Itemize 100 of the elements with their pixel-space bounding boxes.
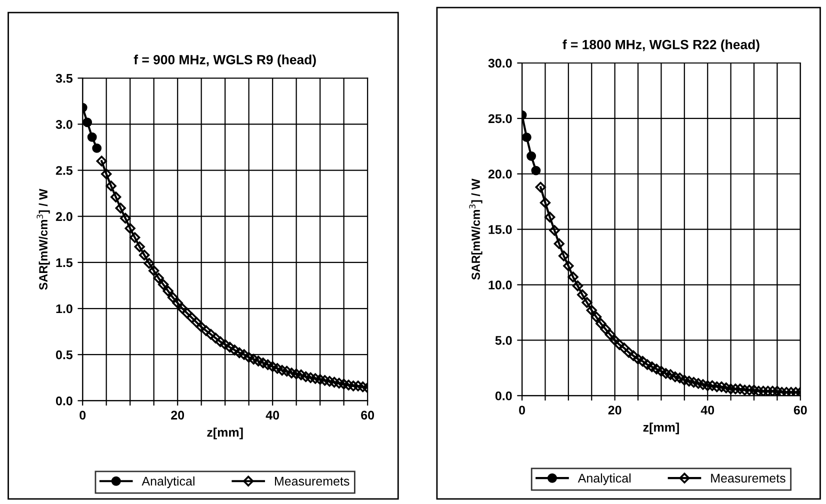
point <box>600 324 611 334</box>
point <box>110 192 122 202</box>
point <box>716 381 727 392</box>
point <box>115 202 126 214</box>
point <box>674 372 686 384</box>
point <box>177 303 188 314</box>
point <box>762 386 774 396</box>
point <box>651 364 662 374</box>
y-tick-label: 1.5 <box>56 258 73 268</box>
point <box>632 354 644 364</box>
y-tick-label: 5.0 <box>495 336 512 345</box>
y-tick-label: 0.5 <box>56 350 73 360</box>
legend-label: Analytical <box>142 476 194 488</box>
y-tick-label: 20.0 <box>488 170 512 179</box>
point <box>168 292 178 303</box>
y-tick-label: 2.0 <box>56 212 72 222</box>
point <box>92 143 102 153</box>
point <box>604 329 616 340</box>
legend-label: Measuremets <box>275 476 350 486</box>
point <box>148 265 160 276</box>
legend-label: Analytical <box>578 473 631 486</box>
point <box>786 386 796 396</box>
point <box>238 349 250 360</box>
point <box>781 386 792 396</box>
point <box>101 168 112 180</box>
point <box>348 380 359 392</box>
point <box>272 363 283 374</box>
point <box>329 376 340 388</box>
point <box>568 272 578 282</box>
y-tick-label: 30.0 <box>488 58 512 68</box>
point <box>656 366 667 377</box>
point <box>139 250 150 260</box>
point <box>563 260 574 272</box>
y-tick-label: 10.0 <box>488 280 512 290</box>
point <box>182 308 192 318</box>
x-tick-label: 60 <box>361 410 374 420</box>
y-axis-title: SAR[mW/cm$^{3}$] / W <box>469 178 482 280</box>
point <box>706 380 718 391</box>
point <box>637 356 648 367</box>
point <box>693 378 704 389</box>
y-tick-label: 25.0 <box>488 114 512 124</box>
point <box>665 369 676 380</box>
point <box>526 151 536 161</box>
point <box>535 182 546 193</box>
point <box>291 368 302 380</box>
point <box>590 312 602 322</box>
chart-title: f = 900 MHz, WGLS R9 (head) <box>134 54 316 67</box>
point <box>720 382 732 394</box>
point <box>186 312 198 324</box>
point <box>522 132 532 142</box>
point <box>267 361 278 372</box>
point <box>609 334 620 346</box>
point <box>670 371 680 382</box>
x-tick-label: 60 <box>794 406 807 415</box>
point <box>338 378 350 390</box>
point <box>96 156 107 166</box>
x-axis-title: z[mm] <box>207 428 243 440</box>
point <box>544 212 556 222</box>
y-tick-label: 15.0 <box>488 225 512 234</box>
point <box>220 339 230 350</box>
x-tick-label: 0 <box>80 410 86 420</box>
point <box>215 336 226 348</box>
x-tick-label: 20 <box>171 410 184 420</box>
point <box>596 318 606 329</box>
x-tick-label: 40 <box>266 410 280 420</box>
point <box>248 354 259 365</box>
point <box>623 347 634 358</box>
point <box>124 223 136 234</box>
y-axis-title: SAR[mW/cm$^{3}$] / W <box>36 188 50 290</box>
legend-label: Measuremets <box>711 474 786 483</box>
point <box>753 386 764 396</box>
point <box>582 297 592 308</box>
point <box>310 373 321 384</box>
point <box>554 238 564 250</box>
y-tick-label: 2.5 <box>56 166 73 175</box>
x-axis-title: z[mm] <box>643 422 679 434</box>
point <box>531 166 541 176</box>
y-tick-label: 3.0 <box>56 120 72 129</box>
point <box>776 386 788 396</box>
point <box>684 376 694 387</box>
point <box>767 386 778 396</box>
point <box>646 361 658 372</box>
point <box>734 384 746 394</box>
point <box>144 258 154 269</box>
point <box>153 272 164 284</box>
point <box>120 212 131 224</box>
point <box>324 376 335 387</box>
point <box>82 118 92 128</box>
point <box>618 342 630 354</box>
point <box>586 304 597 316</box>
point <box>314 374 326 385</box>
x-tick-label: 0 <box>519 406 525 415</box>
x-tick-label: 20 <box>608 406 622 415</box>
point <box>739 384 750 396</box>
y-tick-label: 3.5 <box>56 74 73 83</box>
point <box>540 197 551 208</box>
point <box>206 329 216 340</box>
point <box>300 371 312 382</box>
point <box>106 180 116 192</box>
point <box>262 359 274 370</box>
